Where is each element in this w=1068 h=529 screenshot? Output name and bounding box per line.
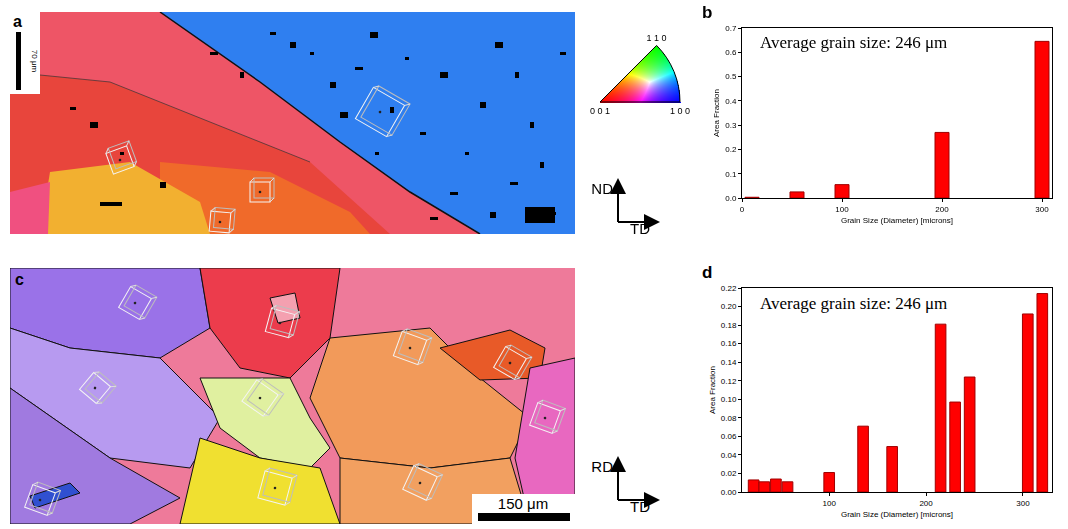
svg-text:150 μm: 150 μm [498, 495, 548, 512]
svg-text:1 0 0: 1 0 0 [670, 106, 690, 116]
svg-text:200: 200 [935, 205, 949, 214]
svg-text:0.12: 0.12 [721, 377, 737, 386]
svg-text:0.16: 0.16 [721, 339, 737, 348]
svg-text:0.6: 0.6 [725, 48, 737, 57]
svg-text:0.4: 0.4 [725, 97, 737, 106]
svg-text:RD: RD [591, 458, 613, 475]
svg-text:Grain Size (Diameter) [microns: Grain Size (Diameter) [microns] [841, 216, 953, 225]
svg-text:0 0 1: 0 0 1 [590, 106, 610, 116]
svg-text:0.2: 0.2 [725, 145, 737, 154]
svg-text:300: 300 [1035, 205, 1049, 214]
svg-text:70 μm: 70 μm [30, 50, 39, 73]
svg-text:0.06: 0.06 [721, 432, 737, 441]
svg-text:0.10: 0.10 [721, 395, 737, 404]
svg-text:300: 300 [1016, 499, 1030, 508]
svg-text:0.18: 0.18 [721, 321, 737, 330]
svg-text:0.08: 0.08 [721, 414, 737, 423]
svg-text:0: 0 [740, 205, 745, 214]
svg-text:1 1 0: 1 1 0 [647, 33, 667, 43]
svg-text:0.0: 0.0 [725, 194, 737, 203]
svg-text:0.14: 0.14 [721, 358, 737, 367]
svg-text:Average grain size: 246 μm: Average grain size: 246 μm [760, 33, 947, 52]
svg-text:Area Fraction: Area Fraction [708, 366, 717, 414]
svg-text:0.3: 0.3 [725, 121, 737, 130]
svg-text:0.00: 0.00 [721, 488, 737, 497]
svg-text:0.7: 0.7 [725, 24, 737, 33]
svg-text:c: c [15, 271, 24, 288]
svg-text:Area Fraction: Area Fraction [712, 89, 721, 137]
svg-text:0.5: 0.5 [725, 72, 737, 81]
svg-text:0.04: 0.04 [721, 451, 737, 460]
html-text:b: b [702, 3, 713, 22]
svg-text:0.22: 0.22 [721, 284, 737, 293]
html-text:d: d [702, 263, 713, 282]
svg-text:TD: TD [630, 220, 650, 236]
svg-text:0.1: 0.1 [725, 170, 737, 179]
svg-text:0.02: 0.02 [721, 469, 737, 478]
svg-text:100: 100 [835, 205, 849, 214]
svg-text:100: 100 [823, 499, 837, 508]
svg-text:Average grain size: 246 μm: Average grain size: 246 μm [760, 294, 947, 313]
svg-text:a: a [13, 13, 22, 30]
svg-text:ND: ND [591, 180, 613, 197]
svg-text:Grain Size (Diameter) [microns: Grain Size (Diameter) [microns] [841, 510, 953, 519]
svg-text:TD: TD [630, 498, 650, 514]
svg-text:0.20: 0.20 [721, 302, 737, 311]
svg-text:200: 200 [919, 499, 933, 508]
